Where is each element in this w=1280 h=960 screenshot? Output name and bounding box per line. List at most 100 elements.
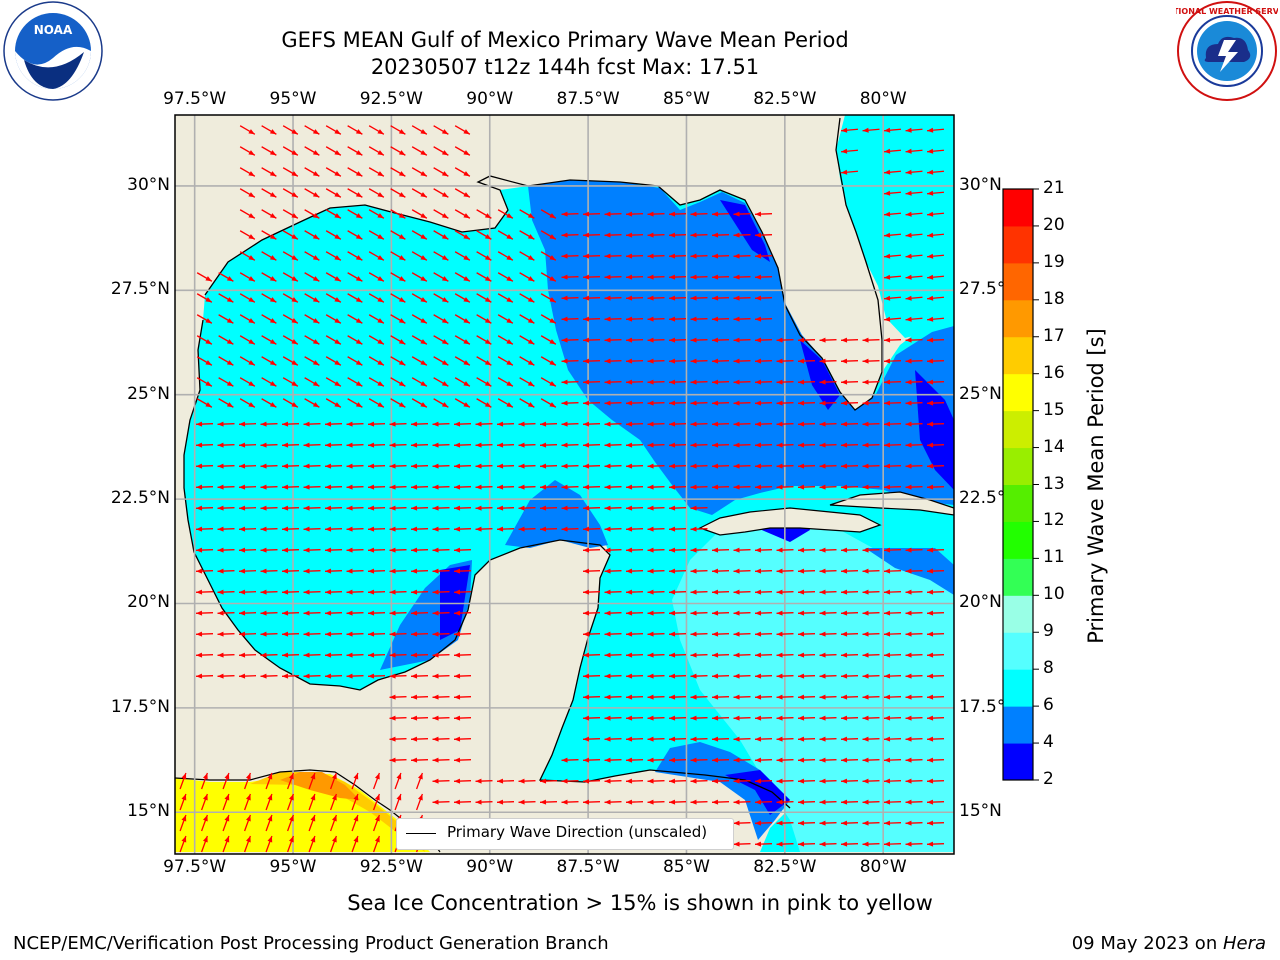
wave-arrow-head: [353, 836, 359, 843]
wave-arrow-head: [368, 484, 375, 490]
colorbar-tick-label: 2: [1043, 769, 1054, 789]
wave-arrow-head: [432, 694, 439, 700]
wave-arrow-head: [454, 463, 461, 469]
wave-arrow-head: [583, 526, 590, 532]
wave-arrow-head: [927, 253, 934, 259]
ocean-region-atlantic: [836, 115, 954, 338]
wave-arrow-head: [248, 171, 255, 177]
wave-arrow-head: [583, 484, 590, 490]
wave-arrow-head: [905, 778, 912, 784]
wave-arrow-head: [669, 400, 676, 406]
wave-arrow-head: [527, 318, 535, 324]
wave-arrow-head: [884, 169, 891, 175]
wave-arrow-head: [798, 484, 805, 490]
wave-arrow-head: [798, 652, 805, 658]
wave-arrow-head: [733, 631, 740, 637]
wave-arrow-head: [927, 127, 934, 133]
wave-arrow-head: [690, 484, 697, 490]
wave-arrow-head: [217, 568, 224, 574]
wave-arrow-head: [205, 360, 212, 366]
wave-arrow-head: [561, 232, 568, 238]
wave-arrow-head: [506, 381, 513, 387]
wave-arrow-head: [669, 421, 676, 427]
wave-arrow-head: [441, 318, 449, 324]
wave-arrow-head: [841, 715, 848, 721]
wave-arrow-head: [267, 836, 273, 843]
wave-arrow-head: [312, 318, 320, 324]
wave-arrow-head: [368, 505, 375, 511]
wave-arrow-head: [626, 421, 633, 427]
wave-arrow-head: [418, 773, 423, 780]
wave-arrow-head: [205, 276, 212, 282]
wave-arrow-head: [527, 297, 535, 303]
wave-arrow-head: [549, 234, 556, 240]
wave-arrow-head: [497, 778, 504, 784]
wave-arrow-head: [196, 463, 203, 469]
wave-arrow-head: [368, 589, 375, 595]
wave-arrow-head: [561, 358, 568, 364]
wave-arrow-head: [248, 318, 255, 324]
colorbar-segment: [1003, 484, 1033, 522]
map-legend: Primary Wave Direction (unscaled): [396, 818, 734, 850]
wave-arrow-head: [497, 505, 504, 511]
wave-arrow-head: [484, 213, 492, 219]
wave-arrow-head: [527, 339, 535, 345]
wave-arrow-head: [248, 129, 255, 135]
wave-arrow-head: [248, 234, 255, 240]
wave-arrow-head: [927, 463, 934, 469]
wave-arrow-head: [432, 799, 439, 805]
wave-arrow-head: [583, 757, 590, 763]
wave-arrow-head: [420, 297, 427, 303]
wave-arrow-head: [454, 778, 461, 784]
wave-arrow-head: [282, 484, 289, 490]
wave-arrow-head: [669, 358, 676, 364]
wave-arrow-head: [647, 295, 654, 301]
wave-arrow-head: [755, 631, 762, 637]
wave-arrow-head: [927, 295, 934, 301]
wave-arrow-head: [798, 421, 805, 427]
cuba-east: [829, 491, 954, 516]
wave-arrow-head: [497, 484, 504, 490]
wave-arrow-head: [267, 794, 273, 801]
wave-arrow-head: [246, 836, 251, 843]
wave-arrow-head: [203, 794, 208, 801]
colorbar-tick-label: 20: [1043, 214, 1065, 235]
wave-arrow-head: [690, 505, 697, 511]
wave-arrow-head: [669, 652, 676, 658]
wave-arrow-head: [604, 610, 611, 616]
wave-arrow-head: [549, 318, 556, 324]
wave-arrow-head: [432, 589, 439, 595]
colorbar-segment: [1003, 262, 1033, 301]
wave-arrow-head: [884, 841, 891, 847]
wave-arrow-head: [733, 673, 740, 679]
wave-arrow-head: [927, 568, 934, 574]
wave-arrow-head: [411, 463, 418, 469]
svg-text:NOAA: NOAA: [34, 23, 73, 37]
wave-arrow-head: [325, 568, 332, 574]
wave-arrow-head: [291, 150, 298, 156]
wave-arrow-head: [862, 358, 869, 364]
wave-arrow-head: [346, 442, 353, 448]
wave-arrow-head: [205, 339, 212, 345]
legend-label: Primary Wave Direction (unscaled): [447, 823, 708, 841]
wave-arrow-head: [196, 568, 203, 574]
wave-arrow-head: [841, 127, 848, 133]
wave-arrow-head: [841, 421, 848, 427]
wave-arrow-head: [733, 841, 740, 847]
wave-arrow-head: [647, 673, 654, 679]
wave-arrow-head: [733, 274, 740, 280]
wave-arrow-head: [862, 715, 869, 721]
wave-arrow-head: [712, 442, 719, 448]
wave-arrow-head: [312, 297, 320, 303]
wave-arrow-head: [733, 295, 740, 301]
wave-arrow-head: [267, 773, 273, 780]
wave-arrow-head: [325, 631, 332, 637]
wave-arrow-head: [626, 232, 633, 238]
wave-arrow-head: [518, 421, 525, 427]
wave-arrow-head: [626, 316, 633, 322]
wave-arrow-head: [884, 127, 891, 133]
wave-arrow-head: [626, 673, 633, 679]
wave-arrow-head: [196, 526, 203, 532]
wave-arrow-head: [626, 610, 633, 616]
wave-arrow-head: [398, 213, 406, 219]
